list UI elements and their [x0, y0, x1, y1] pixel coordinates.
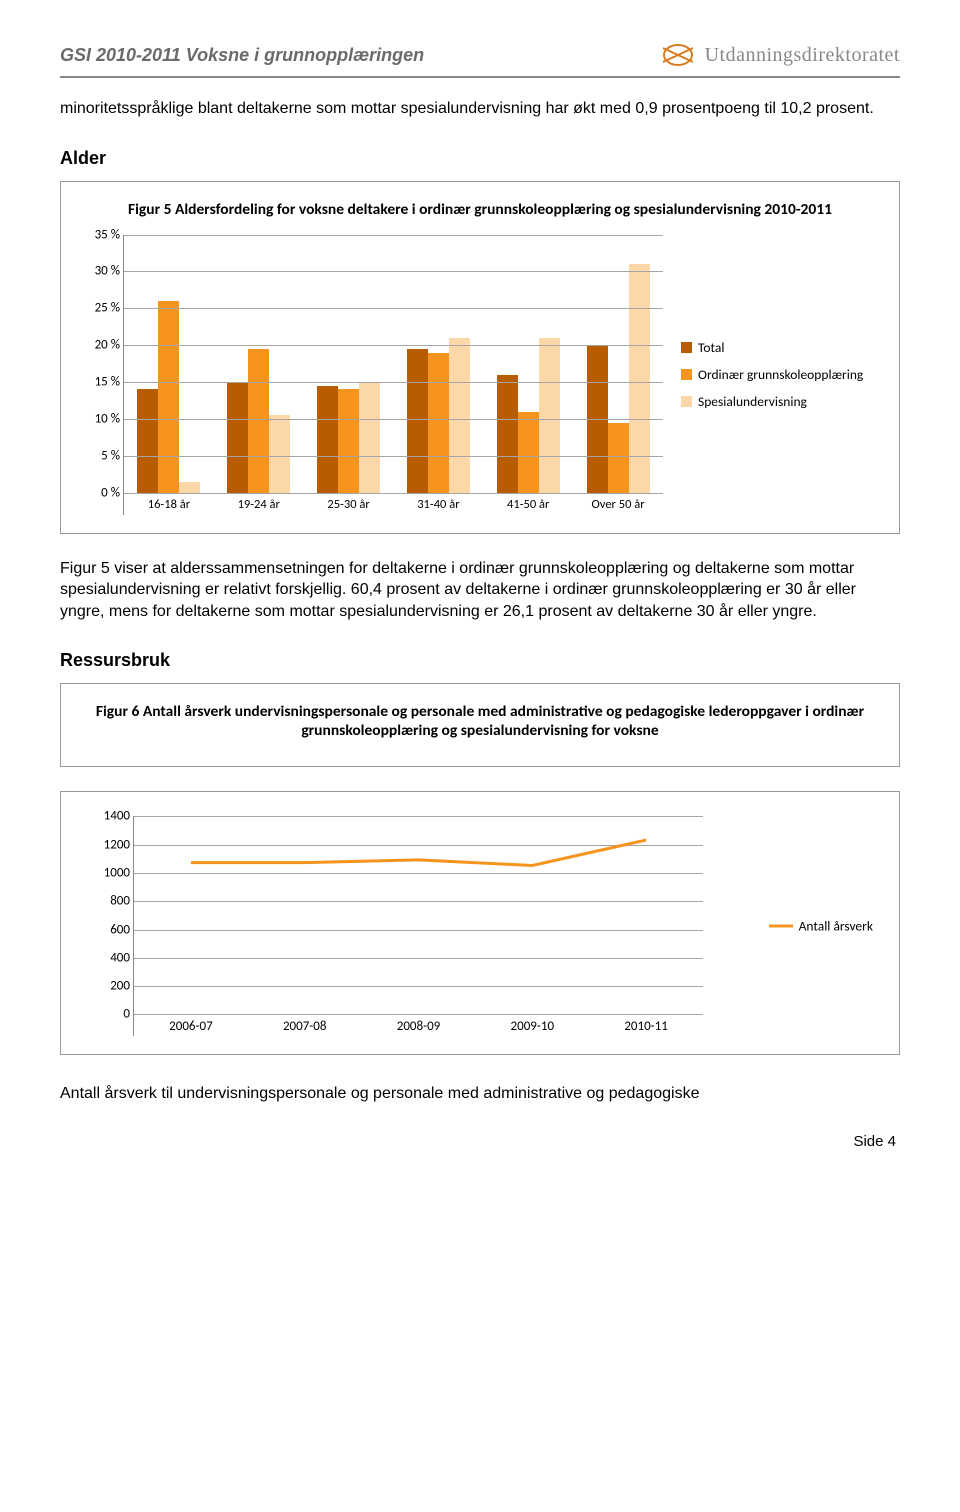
figure5-gridline [124, 235, 663, 236]
figure6-xlabel: 2007-08 [248, 1015, 362, 1036]
figure5-bar-group [124, 235, 214, 493]
header-title: GSI 2010-2011 Voksne i grunnopplæringen [60, 45, 424, 66]
figure5-xlabel: 31-40 år [393, 494, 483, 515]
figure5-bar [317, 386, 338, 493]
figure6-title: Figur 6 Antall årsverk undervisningspers… [83, 702, 877, 740]
figure5-bar [227, 382, 248, 493]
figure5-ytick: 25 % [80, 301, 120, 316]
figure5-legend-item: Ordinær grunnskoleopplæring [681, 366, 877, 383]
figure5-xlabel: Over 50 år [573, 494, 663, 515]
figure5-bar [449, 338, 470, 493]
figure6-container: 0200400600800100012001400 2006-072007-08… [60, 791, 900, 1055]
figure5-bar [608, 423, 629, 493]
figure5-ytick: 20 % [80, 338, 120, 353]
figure6-ytick: 1200 [90, 837, 130, 852]
figure5-gridline [124, 308, 663, 309]
figure5-ytick: 5 % [80, 448, 120, 463]
figure6-xlabel: 2010-11 [589, 1015, 703, 1036]
section-heading-alder: Alder [60, 148, 900, 169]
figure5-ytick: 0 % [80, 485, 120, 500]
figure5-bar [248, 349, 269, 493]
figure5-ytick: 15 % [80, 375, 120, 390]
figure5-gridline [124, 419, 663, 420]
logo-icon [659, 40, 697, 70]
figure5-xlabel: 25-30 år [304, 494, 394, 515]
figure6-xlabel: 2008-09 [362, 1015, 476, 1036]
figure5-gridline [124, 382, 663, 383]
figure6-plot-area: 0200400600800100012001400 [134, 816, 703, 1014]
figure6-xlabel: 2006-07 [134, 1015, 248, 1036]
figure5-gridline [124, 271, 663, 272]
figure5-ytick: 30 % [80, 264, 120, 279]
figure6-ytick: 0 [90, 1007, 130, 1022]
figure6-line-svg [134, 816, 703, 1014]
figure5-xaxis: 16-18 år19-24 år25-30 år31-40 år41-50 år… [124, 493, 663, 515]
figure5-bar [407, 349, 428, 493]
figure5-legend-label: Spesialundervisning [698, 393, 807, 410]
figure5-legend-label: Ordinær grunnskoleopplæring [698, 366, 863, 383]
figure6-ytick: 1000 [90, 865, 130, 880]
figure5-bar-group [573, 235, 663, 493]
figure6-ytick: 200 [90, 979, 130, 994]
section-heading-ressursbruk: Ressursbruk [60, 650, 900, 671]
figure6-title-box: Figur 6 Antall årsverk undervisningspers… [60, 683, 900, 767]
figure5-bar-group [304, 235, 394, 493]
figure5-ytick: 35 % [80, 227, 120, 242]
closing-paragraph: Antall årsverk til undervisningspersonal… [60, 1083, 900, 1105]
figure5-bar [518, 412, 539, 493]
logo-text: Utdanningsdirektoratet [705, 44, 900, 67]
figure5-xlabel: 19-24 år [214, 494, 304, 515]
figure5-legend-swatch [681, 342, 692, 353]
figure6-polyline [191, 840, 646, 865]
figure5-plot-area: 0 %5 %10 %15 %20 %25 %30 %35 % [124, 235, 663, 493]
figure6-xaxis: 2006-072007-082008-092009-102010-11 [134, 1014, 703, 1036]
figure5-gridline [124, 456, 663, 457]
figure5-bar-group [393, 235, 483, 493]
figure5-legend-item: Spesialundervisning [681, 393, 877, 410]
figure5-bar [539, 338, 560, 493]
figure6-chart: 0200400600800100012001400 2006-072007-08… [133, 816, 703, 1036]
figure6-ytick: 400 [90, 950, 130, 965]
figure6-ytick: 1400 [90, 809, 130, 824]
figure5-legend-label: Total [698, 339, 724, 356]
figure5-xlabel: 16-18 år [124, 494, 214, 515]
page-header: GSI 2010-2011 Voksne i grunnopplæringen … [60, 40, 900, 78]
figure5-legend: Total Ordinær grunnskoleopplæring Spesialu… [663, 235, 877, 515]
figure5-bar [158, 301, 179, 493]
figure6-xlabel: 2009-10 [475, 1015, 589, 1036]
figure6-legend-swatch [769, 925, 793, 928]
figure5-bar-group [214, 235, 304, 493]
figure5-legend-swatch [681, 396, 692, 407]
figure5-chart: 0 %5 %10 %15 %20 %25 %30 %35 % 16-18 år1… [123, 235, 663, 515]
figure6-legend-label: Antall årsverk [799, 918, 873, 935]
intro-paragraph: minoritetsspråklige blant deltakerne som… [60, 98, 900, 120]
figure5-bar [137, 389, 158, 492]
page-footer: Side 4 [60, 1133, 900, 1150]
figure5-bar-group [483, 235, 573, 493]
figure6-ytick: 800 [90, 894, 130, 909]
figure5-legend-item: Total [681, 339, 877, 356]
figure5-bar [428, 353, 449, 493]
figure5-xlabel: 41-50 år [483, 494, 573, 515]
figure5-bar [497, 375, 518, 493]
figure5-container: Figur 5 Aldersfordeling for voksne delta… [60, 181, 900, 534]
figure6-legend: Antall årsverk [769, 918, 873, 935]
figure5-bar [338, 389, 359, 492]
figure5-bar [629, 264, 650, 493]
logo: Utdanningsdirektoratet [659, 40, 900, 70]
figure5-gridline [124, 345, 663, 346]
figure5-ytick: 10 % [80, 411, 120, 426]
figure5-legend-swatch [681, 369, 692, 380]
figure5-bar [179, 482, 200, 493]
figure5-title: Figur 5 Aldersfordeling for voksne delta… [83, 200, 877, 219]
figure6-ytick: 600 [90, 922, 130, 937]
figure5-bars-layer [124, 235, 663, 493]
paragraph-after-fig5: Figur 5 viser at alderssammensetningen f… [60, 558, 900, 623]
figure5-bar [359, 382, 380, 493]
figure5-bar [269, 415, 290, 492]
